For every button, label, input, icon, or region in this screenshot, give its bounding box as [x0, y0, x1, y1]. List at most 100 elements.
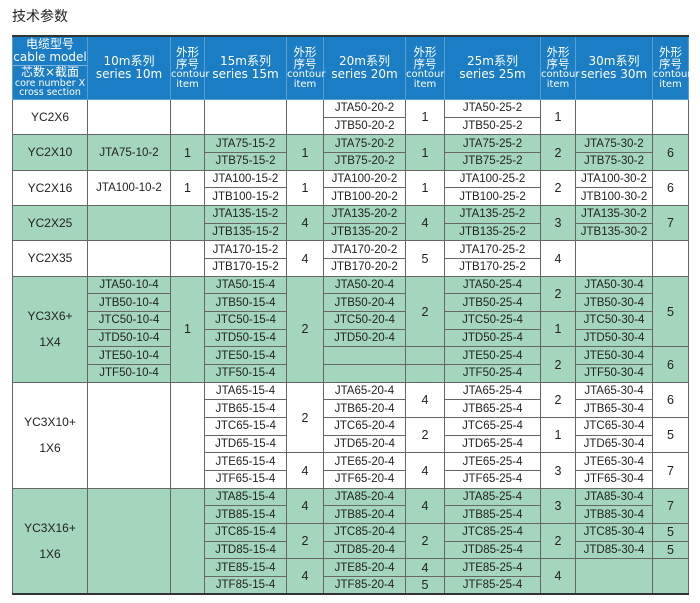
contour-item-cell: 4 — [405, 381, 445, 419]
part-number-cell: JTA50-15-4 — [204, 275, 287, 295]
contour-item-cell: 3 — [540, 452, 576, 489]
part-number-cell: JTF65-20-4 — [323, 470, 406, 489]
part-number-cell: JTC65-30-4 — [575, 417, 653, 436]
part-number-cell: JTB50-25-4 — [444, 293, 541, 313]
header-series-en: series 10m — [95, 67, 163, 81]
cable-model-text: YC2X10 — [27, 145, 73, 160]
part-number-cell: JTA85-30-4 — [575, 487, 653, 507]
contour-item-cell: 1 — [170, 134, 205, 171]
part-number-cell — [87, 98, 171, 136]
part-number-cell: JTA65-20-4 — [323, 381, 406, 401]
header-contour-en1: contour — [653, 69, 692, 81]
contour-item-cell: 3 — [540, 205, 576, 242]
part-number-cell: JTE65-30-4 — [575, 452, 653, 472]
header-contour-en2: item — [176, 79, 199, 91]
header-contour-en2: item — [546, 79, 570, 91]
part-number-cell: JTB135-30-2 — [575, 222, 653, 242]
part-number-cell: JTA135-20-2 — [323, 205, 406, 224]
header-contour-en1: contour — [287, 69, 326, 81]
header-contour-zh2: 序号 — [413, 57, 437, 71]
part-number-cell: JTD50-10-4 — [87, 328, 171, 348]
contour-item-cell: 4 — [405, 452, 445, 489]
table-row: JTB170-15-2 JTB170-20-2 JTB170-25-2 — [13, 258, 689, 277]
part-number-cell: JTF85-20-4 — [323, 576, 406, 595]
part-number-cell: JTC50-10-4 — [87, 311, 171, 330]
contour-item-cell: 4 — [286, 205, 324, 242]
table-row: JTC50-10-4 JTC50-15-4 JTC50-20-4 JTC50-25-4… — [13, 311, 689, 348]
contour-item-cell: 1 — [286, 134, 324, 171]
contour-item-cell: 1 — [170, 275, 205, 383]
part-number-cell: JTC65-20-4 — [323, 417, 406, 436]
part-number-cell: JTA50-20-4 — [323, 275, 406, 295]
part-number-cell: JTE85-15-4 — [204, 558, 287, 578]
page-title: 技术参数 — [12, 9, 68, 25]
contour-item-cell: 7 — [652, 452, 689, 489]
spec-table: 电缆型号 cable model 芯数×截面 core number X cro… — [12, 35, 692, 596]
header-contour: 外形 序号 contour item — [405, 35, 445, 100]
contour-item-cell: 6 — [652, 346, 689, 383]
contour-item-cell: 4 — [540, 558, 576, 595]
part-number-cell: JTA100-30-2 — [575, 169, 653, 189]
cable-model-cell: YC2X25 — [12, 205, 88, 242]
table-row: JTB65-15-4 JTB65-20-4 JTB65-25-4 JTB65-30-4 — [13, 399, 689, 419]
cable-model-text: YC3X16+ — [24, 520, 76, 535]
part-number-cell: JTC85-25-4 — [444, 523, 541, 542]
cable-model-cell: YC3X6+ 1X4 — [12, 275, 88, 383]
part-number-cell: JTC65-15-4 — [204, 417, 287, 436]
contour-item-cell: 2 — [405, 275, 445, 348]
contour-item-cell: 4 — [286, 240, 324, 277]
table-row: YC2X6 JTA50-20-2 1 JTA50-25-2 1 — [12, 98, 689, 136]
contour-item-cell: 2 — [540, 523, 576, 560]
header-series-10m: 10m系列 series 10m — [87, 35, 171, 100]
part-number-cell — [323, 364, 406, 383]
part-number-cell: JTE50-15-4 — [204, 346, 287, 366]
contour-item-cell: 7 — [652, 487, 689, 525]
table-row: JTB100-15-2 JTB100-20-2 JTB100-25-2 JTB100-… — [13, 187, 689, 207]
part-number-cell: JTA65-15-4 — [204, 381, 287, 401]
table-row: YC2X25 JTA135-15-2 4 JTA135-20-2 4 JTA135-25-… — [12, 205, 689, 242]
header-row: 电缆型号 cable model 芯数×截面 core number X cro… — [12, 35, 692, 100]
part-number-cell: JTD50-25-4 — [444, 328, 541, 348]
contour-item-cell: 6 — [652, 381, 689, 419]
header-contour-zh1: 外形 — [293, 44, 317, 59]
table-row: YC2X35 JTA170-15-2 4 JTA170-20-2 5 JTA170-25-… — [12, 240, 689, 277]
contour-item-cell: 6 — [652, 134, 689, 171]
part-number-cell — [87, 205, 171, 242]
part-number-cell: JTD85-25-4 — [444, 540, 541, 560]
cable-model-cell: YC2X10 — [12, 134, 88, 171]
part-number-cell: JTA50-30-4 — [575, 275, 653, 295]
header-contour: 外形 序号 contour item — [540, 35, 580, 100]
cable-model-text: YC3X6+ — [27, 308, 73, 323]
header-series-30m: 30m系列 series 30m — [575, 35, 653, 100]
table-row: JTE50-10-4 JTE50-15-4 JTE50-25-4 2 JTE50-30-… — [13, 346, 689, 383]
part-number-cell: JTB50-15-4 — [204, 293, 287, 313]
table-row: JTB135-15-2 JTB135-20-2 JTB135-25-2 JTB135-… — [13, 222, 689, 242]
table-row: JTF85-15-4 JTF85-20-4 5 JTF85-25-4 — [13, 576, 689, 595]
part-number-cell: JTB75-30-2 — [575, 152, 653, 171]
contour-item-cell — [405, 346, 445, 366]
table-row: YC3X10+ 1X6 JTA65-15-4 2 JTA65-20-4 4 JTA65-25… — [12, 381, 689, 489]
table-row: YC2X16 JTA100-10-2 1 JTA100-15-2 1 JTA100-20-… — [12, 169, 689, 207]
header-contour-zh2: 序号 — [176, 57, 199, 71]
part-number-cell: JTA100-15-2 — [204, 169, 287, 189]
header-contour: 外形 序号 contour item — [170, 35, 209, 100]
header-contour-en1: contour — [541, 69, 580, 81]
header-series-zh: 10m系列 — [103, 54, 155, 69]
part-number-cell: JTA100-25-2 — [444, 169, 541, 189]
contour-item-cell: 2 — [286, 381, 324, 454]
contour-item-cell: 1 — [405, 98, 445, 136]
part-number-cell: JTB50-30-4 — [575, 293, 653, 313]
part-number-cell: JTB50-20-2 — [323, 116, 406, 136]
part-number-cell: JTE65-15-4 — [204, 452, 287, 472]
part-number-cell: JTB135-15-2 — [204, 222, 287, 242]
part-number-cell: JTD50-20-4 — [323, 328, 406, 348]
part-number-cell — [204, 98, 287, 136]
contour-item-cell — [652, 240, 689, 277]
part-number-cell: JTA75-25-2 — [444, 134, 541, 154]
header-core-en: core number X — [14, 77, 86, 89]
contour-item-cell — [286, 98, 324, 136]
header-contour-zh2: 序号 — [546, 57, 570, 71]
header-series-zh: 25m系列 — [467, 54, 518, 69]
cable-model-text: YC2X6 — [30, 109, 70, 124]
part-number-cell: JTD65-15-4 — [204, 434, 287, 454]
